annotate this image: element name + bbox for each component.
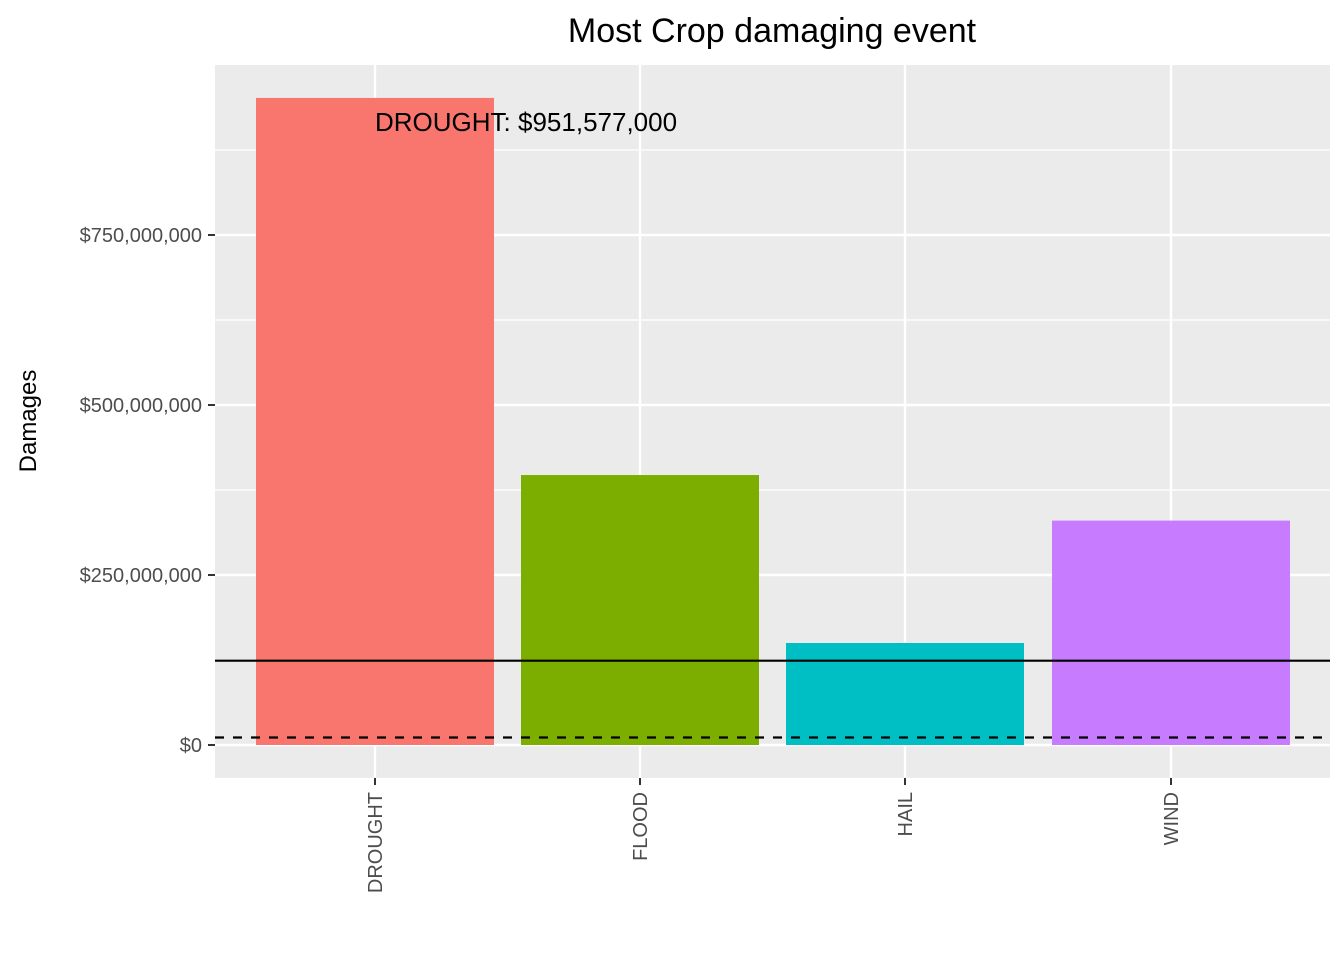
- x-tick-label: WIND: [1161, 792, 1183, 845]
- x-tick-label: HAIL: [895, 792, 917, 836]
- bar-hail: [786, 643, 1024, 745]
- x-axis: DROUGHT FLOOD HAIL WIND: [365, 778, 1183, 893]
- x-tick-label: FLOOD: [630, 792, 652, 861]
- bar-wind: [1052, 520, 1290, 745]
- y-axis: $0 $250,000,000 $500,000,000 $750,000,000: [80, 225, 215, 757]
- chart-title: Most Crop damaging event: [568, 12, 977, 50]
- y-tick-label: $0: [180, 735, 202, 757]
- y-tick-label: $250,000,000: [80, 565, 202, 587]
- x-tick-label: DROUGHT: [365, 792, 387, 893]
- y-tick-label: $750,000,000: [80, 225, 202, 247]
- bar-flood: [521, 475, 759, 745]
- reference-lines: [215, 659, 1330, 739]
- bars: [256, 97, 1290, 746]
- y-axis-title: Damages: [15, 370, 42, 473]
- annotation-label: DROUGHT: $951,577,000: [375, 107, 677, 137]
- y-tick-label: $500,000,000: [80, 395, 202, 417]
- bar-drought: [256, 97, 494, 746]
